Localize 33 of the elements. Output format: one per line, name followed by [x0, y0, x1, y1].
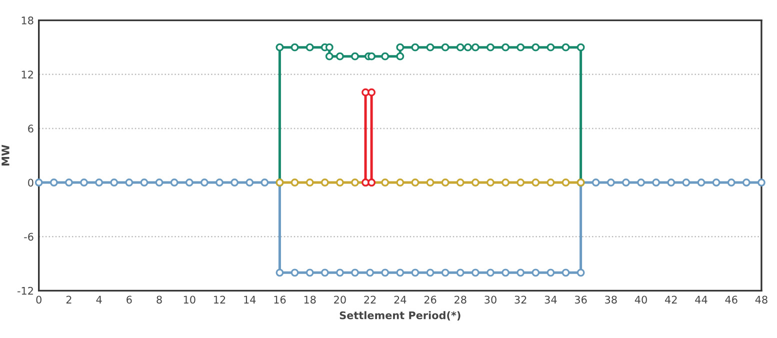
y-tick-label: 6 [28, 124, 34, 133]
x-tick-label: 24 [394, 296, 406, 304]
x-tick-label: 44 [695, 296, 708, 304]
x-tick-label: 12 [214, 296, 226, 304]
x-tick-label: 14 [244, 296, 256, 304]
x-tick-label: 34 [544, 296, 557, 304]
y-axis-title: MW [2, 144, 10, 166]
x-tick-label: 32 [514, 296, 526, 304]
x-tick-label: 10 [184, 296, 196, 304]
x-tick-label: 26 [424, 296, 436, 304]
x-tick-label: 6 [126, 296, 132, 304]
x-tick-label: 22 [364, 296, 376, 304]
x-tick-label: 8 [156, 296, 162, 304]
y-tick-label: 12 [22, 70, 33, 78]
y-tick-label: -6 [24, 232, 34, 241]
x-tick-label: 48 [755, 296, 768, 304]
x-tick-label: 42 [665, 296, 677, 304]
x-tick-label: 4 [96, 296, 102, 304]
x-tick-label: 28 [454, 296, 466, 304]
x-tick-label: 38 [605, 296, 617, 304]
x-tick-label: 2 [66, 296, 72, 304]
x-tick-label: 36 [574, 296, 587, 304]
y-tick-label: 0 [28, 178, 34, 187]
x-tick-label: 46 [725, 296, 738, 304]
x-tick-label: 20 [334, 296, 346, 304]
x-tick-label: 16 [274, 296, 286, 304]
x-tick-label: 0 [36, 296, 42, 304]
y-tick-label: 18 [22, 16, 34, 24]
x-tick-label: 30 [484, 296, 496, 304]
y-tick-label: -12 [17, 286, 33, 295]
x-tick-label: 40 [634, 296, 647, 304]
x-axis-title: Settlement Period(*) [340, 311, 460, 320]
x-tick-label: 18 [304, 296, 316, 304]
